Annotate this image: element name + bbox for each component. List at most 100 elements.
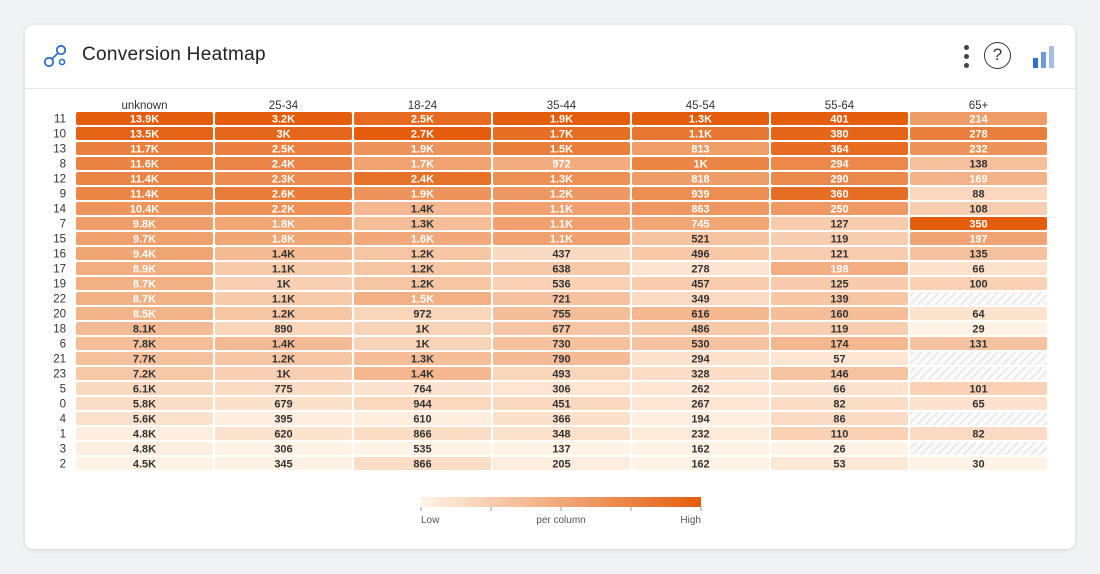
row-label: 7 <box>60 219 66 231</box>
help-circle-icon[interactable]: ? <box>984 42 1011 69</box>
cell-value-label: 11.4K <box>130 174 159 186</box>
row-label: 19 <box>53 279 66 291</box>
heatmap-cell <box>76 277 213 290</box>
cell-value-label: 8.9K <box>133 264 156 276</box>
heatmap-cell <box>354 262 491 275</box>
row-label: 17 <box>53 264 66 276</box>
heatmap-cell <box>215 412 352 425</box>
cell-value-label: 4.8K <box>133 444 156 456</box>
heatmap-cell <box>632 202 769 215</box>
heatmap-cell <box>215 382 352 395</box>
kebab-menu-icon[interactable] <box>959 44 973 70</box>
cell-value-label: 2.2K <box>272 204 295 216</box>
cell-value-label: 616 <box>691 309 709 321</box>
cell-value-label: 2.4K <box>272 159 295 171</box>
cell-value-label: 1K <box>276 279 290 291</box>
heatmap-cell <box>215 322 352 335</box>
cell-value-label: 121 <box>830 249 848 261</box>
cell-value-label: 451 <box>552 399 570 411</box>
cell-value-label: 66 <box>833 384 845 396</box>
cell-value-label: 135 <box>969 249 987 261</box>
cell-value-label: 610 <box>413 414 431 426</box>
heatmap-cell <box>76 412 213 425</box>
heatmap-cell <box>215 292 352 305</box>
heatmap-cell <box>493 142 630 155</box>
heatmap-cell <box>910 322 1047 335</box>
heatmap-cell <box>910 217 1047 230</box>
cell-value-label: 401 <box>830 114 848 126</box>
heatmap-cell <box>76 157 213 170</box>
row-label: 4 <box>60 414 67 426</box>
cell-value-label: 1.1K <box>550 234 573 246</box>
cell-value-label: 1.9K <box>411 189 434 201</box>
cell-value-label: 1.5K <box>411 294 434 306</box>
heatmap-cell <box>215 202 352 215</box>
cell-value-label: 8.1K <box>133 324 156 336</box>
network-nodes-icon <box>43 44 67 68</box>
cell-value-label: 10.4K <box>130 204 159 216</box>
heatmap-cell-empty <box>910 292 1047 305</box>
cell-value-label: 496 <box>691 249 709 261</box>
cell-value-label: 2.5K <box>272 144 295 156</box>
cell-value-label: 86 <box>833 414 845 426</box>
cell-value-label: 9.8K <box>133 219 156 231</box>
cell-value-label: 457 <box>691 279 709 291</box>
heatmap-cell <box>354 217 491 230</box>
heatmap-cell <box>354 397 491 410</box>
heatmap-cell <box>76 232 213 245</box>
heatmap-cell <box>771 217 908 230</box>
heatmap-cell <box>632 457 769 470</box>
heatmap-cell <box>910 277 1047 290</box>
cell-value-label: 493 <box>552 369 570 381</box>
heatmap-cell <box>910 127 1047 140</box>
cell-value-label: 127 <box>830 219 848 231</box>
heatmap-cell <box>632 292 769 305</box>
heatmap-cell <box>632 232 769 245</box>
heatmap-cell <box>771 367 908 380</box>
cell-value-label: 1.1K <box>272 294 295 306</box>
heatmap-cell <box>76 442 213 455</box>
heatmap-cell <box>354 442 491 455</box>
cell-value-label: 294 <box>691 354 710 366</box>
cell-value-label: 790 <box>552 354 570 366</box>
heatmap-cell <box>76 127 213 140</box>
heatmap-cell <box>493 112 630 125</box>
cell-value-label: 1.4K <box>411 204 434 216</box>
heatmap-cell <box>771 397 908 410</box>
heatmap-cell <box>493 262 630 275</box>
heatmap-cell <box>910 112 1047 125</box>
cell-value-label: 1.4K <box>272 249 295 261</box>
cell-value-label: 6.1K <box>133 384 156 396</box>
cell-value-label: 174 <box>830 339 849 351</box>
heatmap-cell <box>76 262 213 275</box>
heatmap-cell <box>910 202 1047 215</box>
bar-chart-icon[interactable] <box>1031 44 1057 70</box>
legend-gradient-bar <box>421 497 701 507</box>
heatmap-cell <box>215 127 352 140</box>
cell-value-label: 30 <box>972 459 984 471</box>
heatmap-cell <box>493 127 630 140</box>
heatmap-cell <box>910 157 1047 170</box>
heatmap-cell <box>493 247 630 260</box>
heatmap-cell <box>76 217 213 230</box>
heatmap-cell <box>771 262 908 275</box>
cell-value-label: 250 <box>830 204 848 216</box>
cell-value-label: 1K <box>415 339 429 351</box>
heatmap-cell-empty <box>910 412 1047 425</box>
cell-value-label: 7.2K <box>133 369 156 381</box>
cell-value-label: 745 <box>691 219 709 231</box>
cell-value-label: 8.5K <box>133 309 156 321</box>
heatmap-cell <box>76 202 213 215</box>
heatmap-cell <box>354 322 491 335</box>
cell-value-label: 108 <box>969 204 987 216</box>
heatmap-cell <box>215 217 352 230</box>
cell-value-label: 267 <box>691 399 709 411</box>
cell-value-label: 2.7K <box>411 129 434 141</box>
heatmap-cell <box>910 457 1047 470</box>
cell-value-label: 64 <box>972 309 985 321</box>
heatmap-cell <box>493 232 630 245</box>
row-label: 15 <box>53 234 66 246</box>
cell-value-label: 1.1K <box>550 219 573 231</box>
cell-value-label: 866 <box>413 429 431 441</box>
heatmap-cell <box>354 157 491 170</box>
